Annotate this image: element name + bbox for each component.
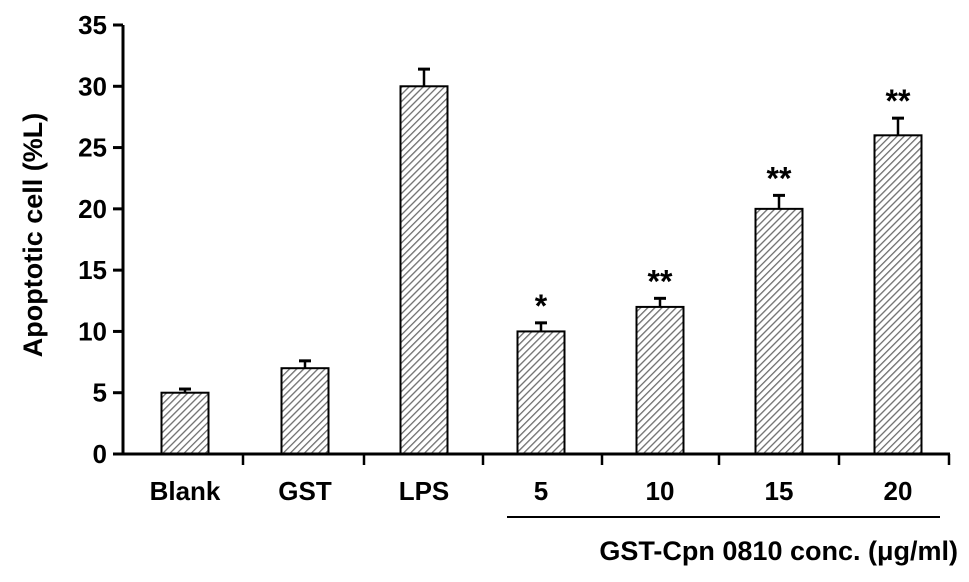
bar-10: [635, 305, 685, 455]
significance-label: **: [886, 83, 911, 119]
significance-label: *: [535, 288, 548, 324]
x-tick-label: 10: [646, 476, 675, 506]
significance-label: **: [767, 160, 792, 196]
x-tick-label: 5: [534, 476, 548, 506]
x-tick-label: GST: [278, 476, 332, 506]
y-tick-label: 35: [78, 10, 107, 40]
significance-label: **: [648, 263, 673, 299]
axes-layer: [113, 23, 951, 465]
x-tick-label: Blank: [150, 476, 221, 506]
y-tick-label: 5: [93, 378, 107, 408]
x-tick-label: 15: [765, 476, 794, 506]
x-tick-label: LPS: [399, 476, 450, 506]
group-label: GST-Cpn 0810 conc. (μg/ml): [599, 536, 958, 566]
bar-20: [873, 134, 923, 455]
bar-5: [516, 330, 566, 455]
y-tick-label: 20: [78, 194, 107, 224]
bars-layer: [160, 67, 923, 456]
y-tick-label: 25: [78, 133, 107, 163]
bar-lps: [399, 85, 449, 456]
bar-blank: [160, 391, 210, 456]
y-tick-label: 30: [78, 71, 107, 101]
x-tick-label: 20: [884, 476, 913, 506]
bar-15: [754, 207, 804, 455]
y-tick-label: 0: [93, 439, 107, 469]
y-tick-label: 10: [78, 316, 107, 346]
labels-layer: Blank GST LPS 5 * 10 ** 15 ** 20 ** 0 5 10 15 20 25 30 35: [78, 10, 912, 506]
bar-gst: [280, 367, 330, 456]
y-axis-title: Apoptotic cell (%L): [18, 113, 48, 358]
y-tick-label: 15: [78, 255, 107, 285]
